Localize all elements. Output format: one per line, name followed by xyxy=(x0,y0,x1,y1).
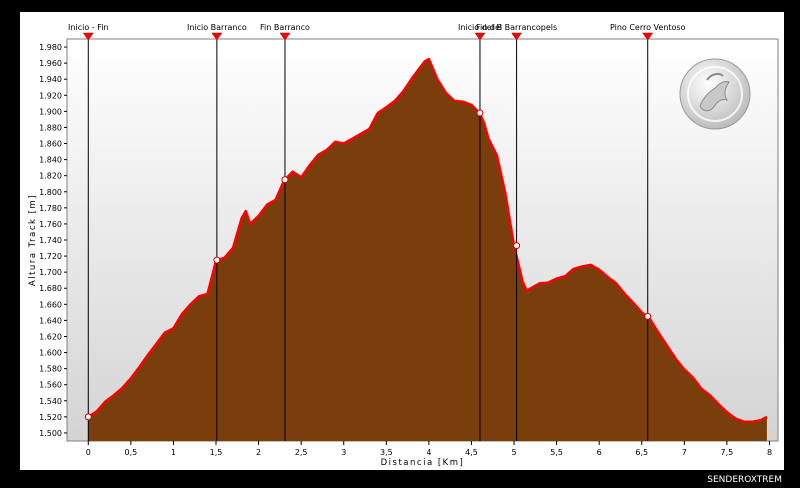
x-tick-label: 5 xyxy=(511,448,516,457)
y-tick-label: 1.760 xyxy=(39,220,62,229)
y-tick-label: 1.900 xyxy=(39,107,62,116)
y-tick-label: 1.860 xyxy=(39,140,62,149)
waypoint-label: Pino Cerro Ventoso xyxy=(610,23,686,32)
x-tick-label: 8 xyxy=(767,448,772,457)
y-tick-label: 1.700 xyxy=(39,268,62,277)
x-tick-label: 2 xyxy=(256,448,261,457)
y-tick-label: 1.520 xyxy=(39,413,62,422)
waypoint-flag-icon xyxy=(511,32,523,41)
waypoint-label: Fin Barranco xyxy=(260,23,310,32)
y-tick-label: 1.580 xyxy=(39,365,62,374)
y-tick-label: 1.680 xyxy=(39,284,62,293)
y-tick-label: 1.960 xyxy=(39,59,62,68)
y-tick-label: 1.880 xyxy=(39,123,62,132)
x-tick-label: 2,5 xyxy=(295,448,308,457)
x-tick-label: 3 xyxy=(341,448,346,457)
waypoint-marker xyxy=(476,109,484,117)
x-tick-label: 5,5 xyxy=(550,448,563,457)
x-tick-label: 7,5 xyxy=(721,448,734,457)
y-tick-label: 1.720 xyxy=(39,252,62,261)
y-tick-label: 1.740 xyxy=(39,236,62,245)
y-axis-title: Altura Track [m] xyxy=(28,194,38,286)
waypoint-flag-icon xyxy=(82,32,94,41)
x-tick-label: 7 xyxy=(682,448,687,457)
x-tick-label: 6,5 xyxy=(635,448,648,457)
waypoint-label: Fin del Barrancopels xyxy=(476,23,557,32)
y-tick-label: 1.920 xyxy=(39,91,62,100)
y-tick-label: 1.640 xyxy=(39,316,62,325)
y-tick-label: 1.600 xyxy=(39,349,62,358)
x-tick-label: 0 xyxy=(86,448,91,457)
x-tick-label: 4 xyxy=(426,448,431,457)
waypoint-markers: Inicio - Fin Inicio Barranco Fin Barranco I… xyxy=(68,23,686,441)
x-tick-label: 3,5 xyxy=(380,448,393,457)
chart-svg: 1.500 1.520 1.540 1.560 1.580 1.600 1.620 1.640… xyxy=(28,23,779,468)
waypoint-marker xyxy=(213,256,221,264)
waypoint-label: Inicio del B xyxy=(458,23,502,32)
x-tick-label: 4,5 xyxy=(465,448,478,457)
brand-label: SENDEROXTREM xyxy=(707,475,782,485)
waypoint-flag-icon xyxy=(279,32,291,41)
x-axis-title: Distancia [Km] xyxy=(381,458,465,468)
elevation-chart: 1.500 1.520 1.540 1.560 1.580 1.600 1.620 1.640… xyxy=(20,12,784,470)
x-tick-label: 6 xyxy=(597,448,602,457)
mountain-logo-icon xyxy=(679,58,751,130)
waypoint-label: Inicio - Fin xyxy=(68,23,108,32)
x-tick-label: 1,5 xyxy=(210,448,223,457)
y-tick-label: 1.540 xyxy=(39,397,62,406)
y-axis: 1.500 1.520 1.540 1.560 1.580 1.600 1.620 1.640… xyxy=(39,43,67,438)
waypoint-flag-icon xyxy=(474,32,486,41)
waypoint-flag-icon xyxy=(211,32,223,41)
y-tick-label: 1.820 xyxy=(39,172,62,181)
waypoint-label: Inicio Barranco xyxy=(187,23,247,32)
y-tick-label: 1.620 xyxy=(39,332,62,341)
y-tick-label: 1.840 xyxy=(39,156,62,165)
waypoint-flag-icon xyxy=(642,32,654,41)
x-tick-label: 1 xyxy=(171,448,176,457)
x-tick-label: 0,5 xyxy=(124,448,137,457)
waypoint-marker xyxy=(513,242,521,250)
y-tick-label: 1.780 xyxy=(39,204,62,213)
y-tick-label: 1.500 xyxy=(39,429,62,438)
y-tick-label: 1.980 xyxy=(39,43,62,52)
y-tick-label: 1.660 xyxy=(39,300,62,309)
y-tick-label: 1.560 xyxy=(39,381,62,390)
waypoint-marker xyxy=(644,312,652,320)
y-tick-label: 1.800 xyxy=(39,188,62,197)
y-tick-label: 1.940 xyxy=(39,75,62,84)
x-axis: 0 0,5 1 1,5 2 2,5 3 3,5 4 4,5 5 5,5 6 6,5 7 7,5 8 xyxy=(86,441,772,457)
waypoint-marker xyxy=(84,413,92,421)
waypoint-marker xyxy=(281,176,289,184)
elevation-area xyxy=(88,59,767,441)
